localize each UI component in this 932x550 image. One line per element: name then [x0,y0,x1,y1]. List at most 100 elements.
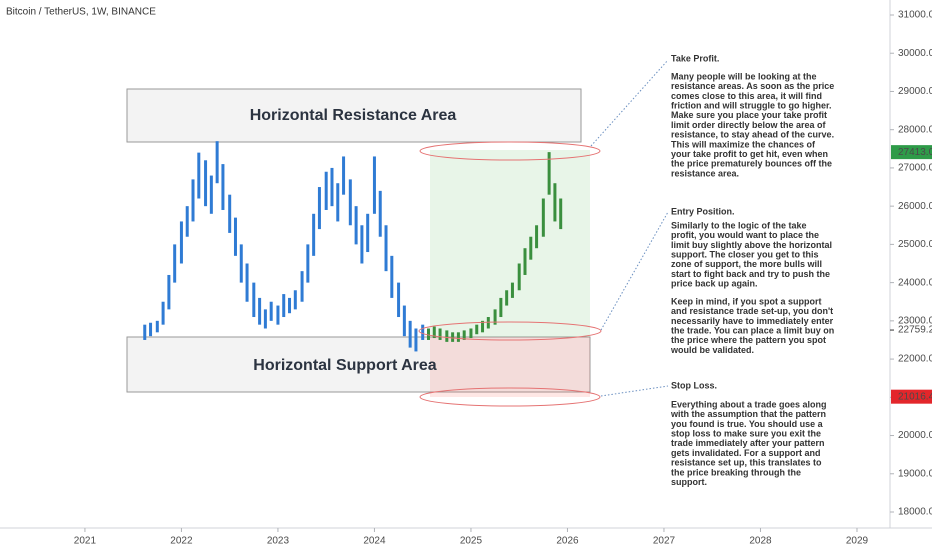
price-bar [426,328,430,340]
price-bar [541,198,545,237]
annotation-text: stop loss to make sure you exit the [671,428,821,438]
price-bar [493,309,497,325]
price-bar [499,297,503,318]
price-bar [330,167,334,207]
price-bar [510,282,514,298]
y-tick-label: 24000.00 [898,277,932,288]
price-bar [239,244,243,283]
entry-ellipse [418,321,602,341]
annotation-text: Make sure you place your take profit [671,110,827,120]
price-bar [143,324,147,340]
price-bar [384,225,388,272]
price-bar [245,263,249,302]
y-tick-label: 25000.00 [898,239,932,250]
annotation-text: and resistance trade set-up, you don't [671,306,833,316]
price-bar [397,282,401,318]
x-tick-label: 2028 [749,536,772,547]
price-bar [366,213,370,253]
price-bar [451,332,455,342]
price-bar [221,164,225,210]
price-bar [282,294,286,318]
price-bar [535,225,539,249]
annotation-text: resistance, to stay ahead of the curve. [671,130,834,140]
price-bar [233,217,237,256]
stop-ellipse [419,387,601,407]
price-bar [342,156,346,195]
connector [600,385,669,397]
price-bar [462,330,466,340]
y-tick-label: 19000.00 [898,468,932,479]
price-bar [348,179,352,226]
price-label: 21016.47 [898,391,932,402]
price-bar [167,274,171,310]
price-bar [354,206,358,245]
resistance-label: Horizontal Resistance Area [250,107,457,124]
annotation-text: gets invalidated. For a support and [671,448,821,458]
x-tick-label: 2029 [846,536,869,547]
price-bar [263,309,267,329]
price-bar [475,324,479,335]
annotation-text: support. The closer you get to this [671,249,819,259]
price-bar [438,328,442,340]
price-bar [293,290,297,310]
annotation-text: necessarily have to immediately enter [671,316,834,326]
y-tick-label: 22000.00 [898,354,932,365]
price-bar [300,271,304,302]
price-bar [360,225,364,264]
y-tick-label: 26000.00 [898,201,932,212]
price-bar [517,263,521,291]
annotation-text: resistance area. [671,168,739,178]
annotation-text: start to fight back and try to push the [671,269,830,279]
price-bar [197,152,201,199]
price-bar [402,305,406,337]
resistance-box [126,88,582,143]
y-tick-label: 31000.00 [898,10,932,21]
price-bar [161,301,165,325]
price-bar [378,190,382,237]
price-bar [204,160,208,207]
price-bar [276,305,280,325]
loss-zone [430,337,590,397]
connector [600,211,669,331]
annotation-text: Everything about a trade goes along [671,399,827,409]
price-bar [456,332,460,342]
annotation-text: price back up again. [671,279,758,289]
price-bar [149,322,153,337]
x-tick-label: 2024 [363,536,386,547]
price-bar [312,213,316,256]
x-tick-label: 2027 [653,536,676,547]
x-tick-label: 2022 [170,536,193,547]
price-bar [523,248,527,275]
support-box [126,336,591,393]
annotation-text: Many people will be looking at the [671,71,817,81]
annotation-text: limit buy slightly above the horizontal [671,240,832,250]
annotation-text: resistance areas. As soon as the price [671,81,834,91]
x-tick-label: 2023 [267,536,290,547]
annotation-text: the price where the pattern you spot [671,335,826,345]
price-bar [215,141,219,184]
price-badge [891,145,932,160]
price-bar [547,152,551,195]
price-bar [269,301,273,321]
annotation-text: profit, you would want to place the [671,230,819,240]
x-tick-label: 2021 [74,536,97,547]
annotation-text: the price breaking through the [671,467,801,477]
price-label: 22759.23 [898,325,932,336]
y-tick-label: 27000.00 [898,163,932,174]
price-bar [559,198,563,230]
y-tick-label: 30000.00 [898,48,932,59]
price-bar [185,206,189,237]
price-bar [553,183,557,222]
price-bar [306,244,310,283]
price-bar [372,156,376,214]
profit-zone [430,150,590,337]
price-bar [179,221,183,264]
annotation-text: you found is true. You should use a [671,419,824,429]
price-bar [505,290,509,306]
price-bar [408,320,412,348]
price-bar [288,297,292,314]
annotation-text: trade immediately after your pattern [671,438,825,448]
price-bar [324,171,328,210]
price-bar [173,244,177,283]
